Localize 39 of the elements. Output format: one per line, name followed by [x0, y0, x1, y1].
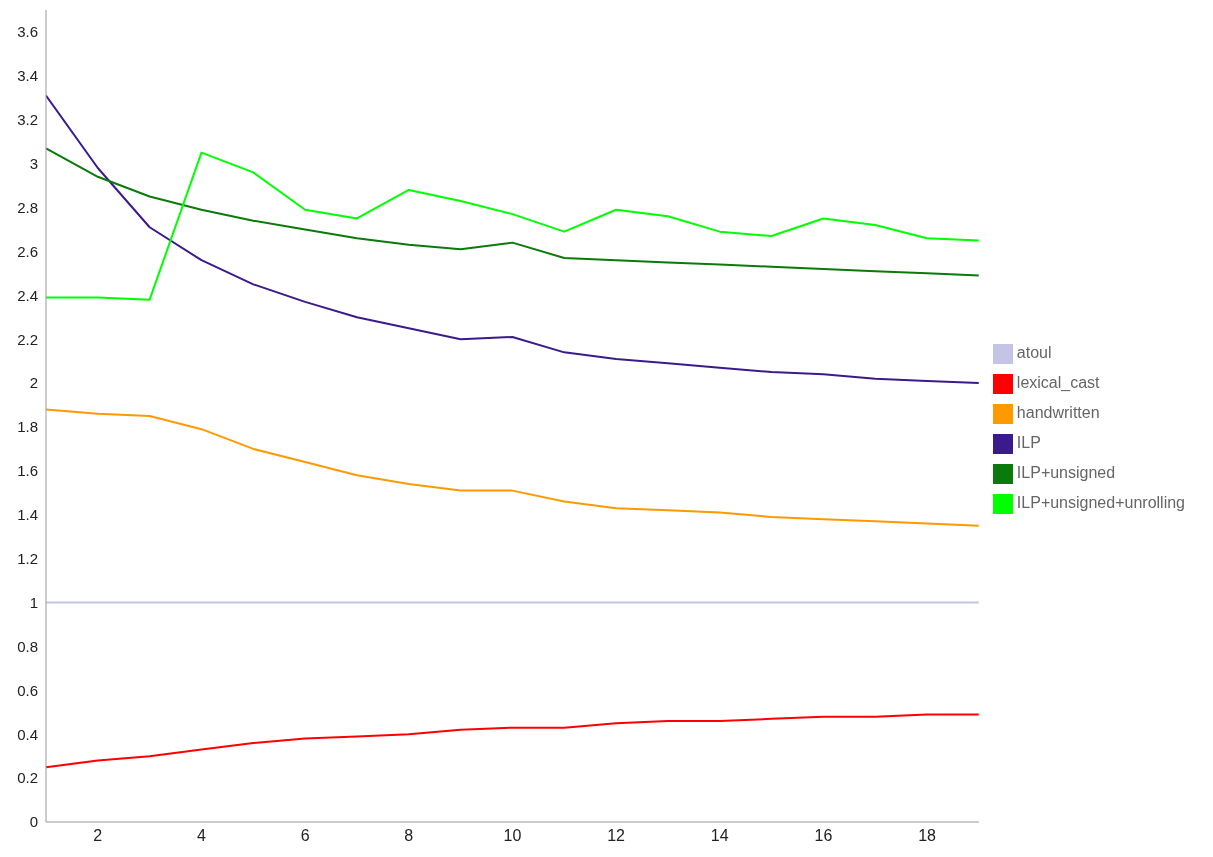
y-tick-label: 3.6: [17, 23, 38, 41]
y-tick-label: 1: [29, 593, 38, 611]
y-tick-label: 3.4: [17, 67, 38, 85]
line-series: [46, 151, 979, 301]
x-tick-label: 10: [503, 827, 522, 845]
y-tick-label: 2: [29, 374, 38, 392]
y-tick-label: 0.2: [17, 769, 38, 787]
x-tick-label: 6: [300, 827, 310, 845]
x-tick-label: 12: [607, 827, 626, 845]
y-tick-label: 1.6: [17, 462, 38, 480]
x-tick-label: 2: [93, 827, 103, 845]
legend-label: lexical_cast: [1016, 374, 1100, 391]
y-tick-label: 0.4: [17, 725, 38, 743]
line-series: [46, 713, 979, 769]
y-tick-label: 1.2: [17, 549, 38, 567]
y-tick-label: 0.6: [17, 681, 38, 699]
x-tick-label: 14: [710, 827, 729, 845]
y-tick-label: 3: [29, 154, 38, 172]
line-series: [46, 94, 979, 385]
y-tick-label: 0.8: [17, 637, 38, 655]
x-tick-label: 16: [814, 827, 833, 845]
y-tick-label: 2.6: [17, 242, 38, 260]
line-series: [46, 408, 979, 527]
y-tick-label: 3.2: [17, 111, 38, 129]
y-tick-label: 2.4: [17, 286, 38, 304]
y-tick-label: 1.4: [17, 506, 38, 524]
legend-label: ILP: [1016, 434, 1041, 451]
x-tick-label: 18: [918, 827, 937, 845]
x-tick-label: 8: [404, 827, 414, 845]
y-tick-label: 2.2: [17, 330, 38, 348]
y-tick-label: 0: [29, 813, 38, 831]
y-tick-label: 2.8: [17, 198, 38, 216]
x-tick-label: 4: [197, 827, 207, 845]
line-series: [46, 147, 979, 277]
legend-label: ILP+unsigned: [1016, 464, 1116, 481]
y-tick-label: 1.8: [17, 418, 38, 436]
legend-label: ILP+unsigned+unrolling: [1016, 494, 1185, 511]
legend-label: atoul: [1016, 344, 1052, 361]
legend-label: handwritten: [1016, 404, 1100, 421]
